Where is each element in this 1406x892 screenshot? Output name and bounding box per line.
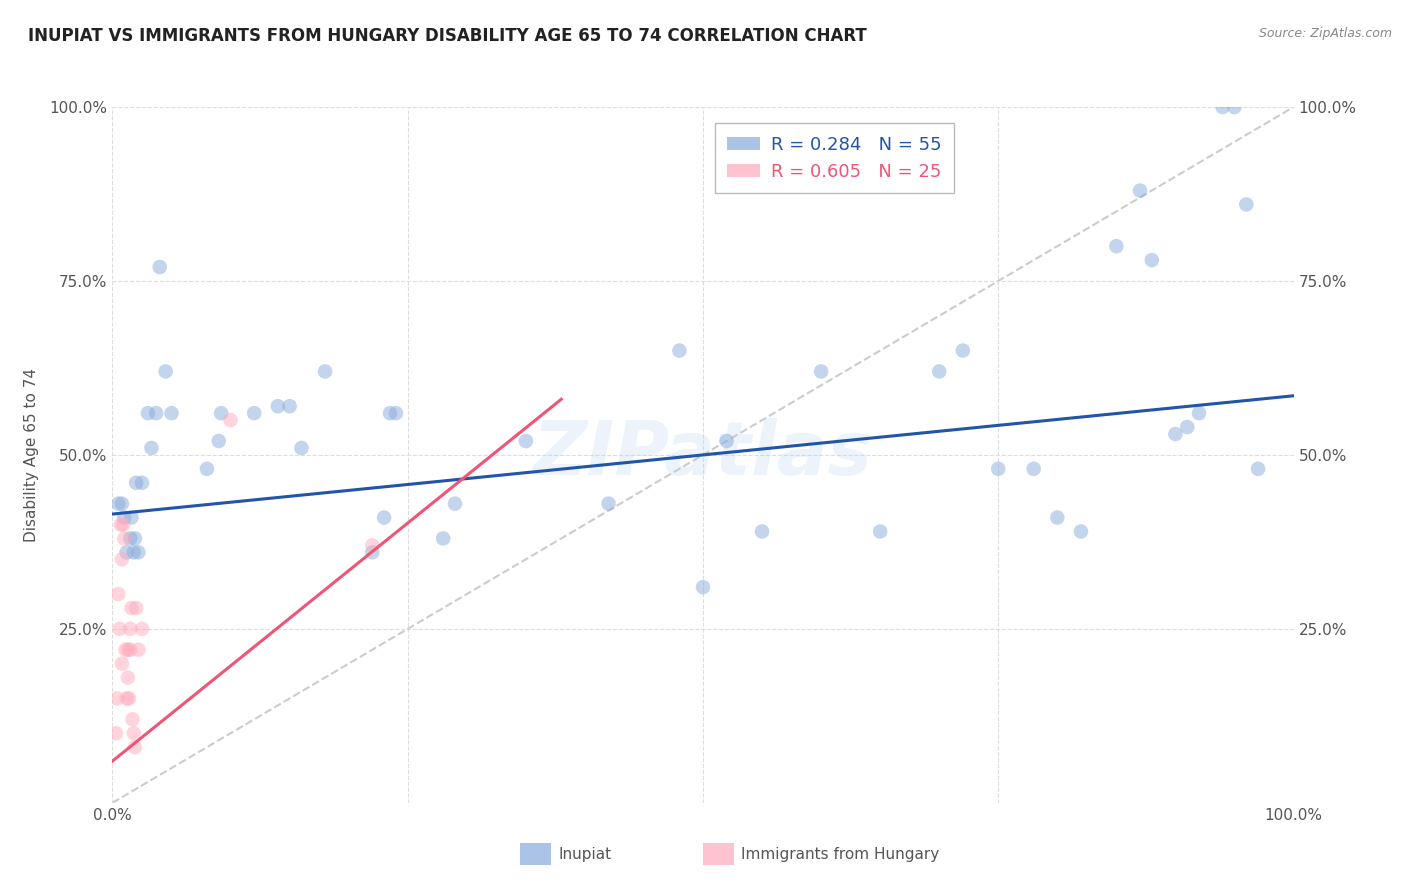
Point	[124, 740, 146, 755]
Point	[118, 691, 141, 706]
Point	[1188, 406, 1211, 420]
Point	[120, 510, 142, 524]
Point	[117, 642, 139, 657]
Point	[361, 538, 384, 552]
Point	[278, 399, 301, 413]
Point	[290, 441, 312, 455]
Point	[314, 364, 336, 378]
Point	[160, 406, 183, 420]
Point	[120, 622, 142, 636]
Point	[108, 622, 131, 636]
Point	[1223, 100, 1246, 114]
Point	[1247, 462, 1270, 476]
Point	[810, 364, 832, 378]
Text: ZIPatlas: ZIPatlas	[533, 418, 873, 491]
Point	[1129, 184, 1152, 198]
Point	[373, 510, 395, 524]
Point	[120, 642, 142, 657]
Point	[141, 441, 163, 455]
Point	[111, 552, 134, 566]
Point	[121, 712, 143, 726]
Y-axis label: Disability Age 65 to 74: Disability Age 65 to 74	[24, 368, 38, 542]
Point	[952, 343, 974, 358]
Point	[267, 399, 290, 413]
Point	[1140, 253, 1163, 268]
Point	[110, 517, 132, 532]
Point	[120, 601, 142, 615]
Point	[751, 524, 773, 539]
Point	[115, 691, 138, 706]
Point	[145, 406, 167, 420]
Point	[111, 497, 134, 511]
Point	[127, 642, 149, 657]
Point	[107, 497, 129, 511]
Point	[107, 587, 129, 601]
Point	[385, 406, 408, 420]
Point	[444, 497, 467, 511]
Point	[149, 260, 172, 274]
Point	[692, 580, 714, 594]
Point	[105, 691, 128, 706]
Point	[1105, 239, 1128, 253]
Point	[112, 517, 135, 532]
Text: Source: ZipAtlas.com: Source: ZipAtlas.com	[1258, 27, 1392, 40]
Point	[112, 532, 135, 546]
Point	[1212, 100, 1234, 114]
Point	[114, 642, 136, 657]
Point	[120, 532, 142, 546]
Point	[125, 601, 148, 615]
Text: Inupiat: Inupiat	[558, 847, 612, 862]
Point	[928, 364, 950, 378]
Point	[1070, 524, 1092, 539]
Point	[136, 406, 159, 420]
Point	[124, 532, 146, 546]
Point	[127, 545, 149, 559]
Point	[1234, 197, 1257, 211]
Point	[1022, 462, 1045, 476]
Point	[1164, 427, 1187, 442]
Text: Immigrants from Hungary: Immigrants from Hungary	[741, 847, 939, 862]
Point	[155, 364, 177, 378]
Point	[598, 497, 620, 511]
Point	[112, 510, 135, 524]
Point	[131, 622, 153, 636]
Point	[219, 413, 242, 427]
Point	[122, 545, 145, 559]
Point	[208, 434, 231, 448]
Point	[987, 462, 1010, 476]
Point	[125, 475, 148, 490]
Point	[122, 726, 145, 740]
Point	[361, 545, 384, 559]
Point	[869, 524, 891, 539]
Point	[105, 726, 128, 740]
Point	[195, 462, 218, 476]
Point	[668, 343, 690, 358]
Point	[716, 434, 738, 448]
Point	[111, 657, 134, 671]
Point	[209, 406, 232, 420]
Point	[378, 406, 401, 420]
Point	[515, 434, 537, 448]
Point	[1175, 420, 1198, 434]
Legend: R = 0.284   N = 55, R = 0.605   N = 25: R = 0.284 N = 55, R = 0.605 N = 25	[714, 123, 953, 194]
Text: INUPIAT VS IMMIGRANTS FROM HUNGARY DISABILITY AGE 65 TO 74 CORRELATION CHART: INUPIAT VS IMMIGRANTS FROM HUNGARY DISAB…	[28, 27, 868, 45]
Point	[1046, 510, 1069, 524]
Point	[432, 532, 454, 546]
Point	[117, 671, 139, 685]
Point	[131, 475, 153, 490]
Point	[115, 545, 138, 559]
Point	[243, 406, 266, 420]
